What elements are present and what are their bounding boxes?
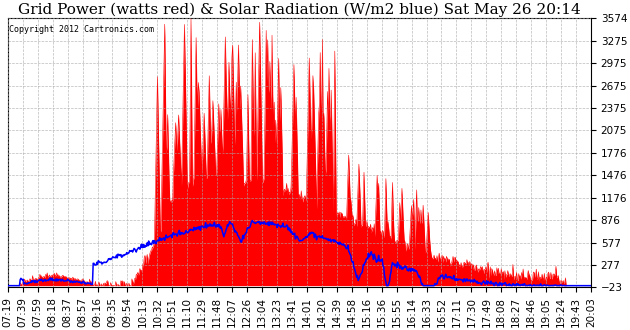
Text: Copyright 2012 Cartronics.com: Copyright 2012 Cartronics.com <box>9 25 154 34</box>
Title: Grid Power (watts red) & Solar Radiation (W/m2 blue) Sat May 26 20:14: Grid Power (watts red) & Solar Radiation… <box>18 3 581 17</box>
